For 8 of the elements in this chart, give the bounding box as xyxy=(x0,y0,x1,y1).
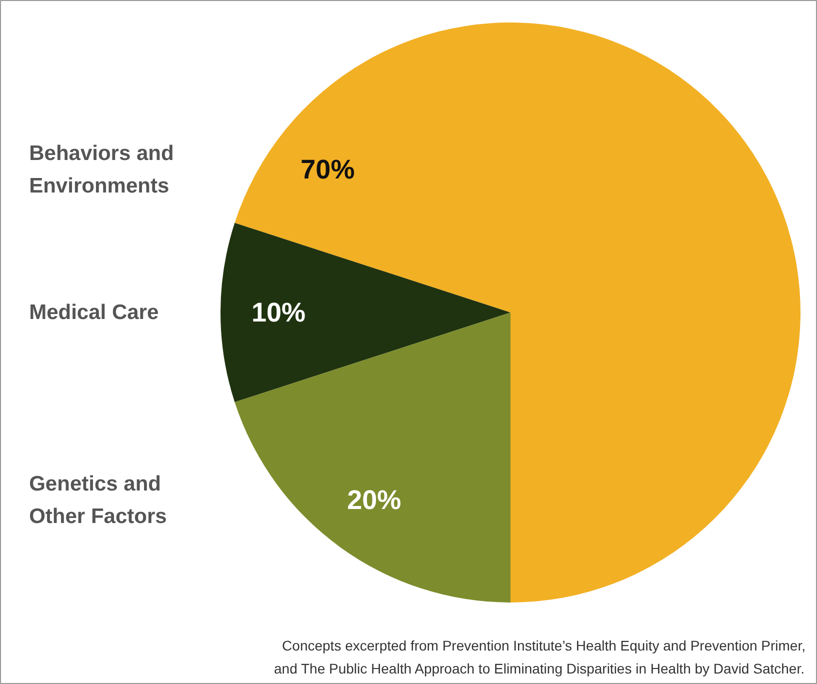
data-label: 70% xyxy=(300,154,355,185)
slice-label: Medical Care xyxy=(29,301,159,324)
data-label: 20% xyxy=(347,485,402,516)
slice-label: Genetics and Other Factors xyxy=(29,472,167,528)
data-label: 10% xyxy=(251,298,306,328)
slice-label: Behaviors and Environments xyxy=(29,142,174,198)
text: and The Public Health Approach to Eliminating Disparities in Health by David Satcher. xyxy=(274,660,804,676)
text: Concepts excerpted from Prevention Institute’s Health Equity and Prevention Primer, xyxy=(282,638,806,654)
